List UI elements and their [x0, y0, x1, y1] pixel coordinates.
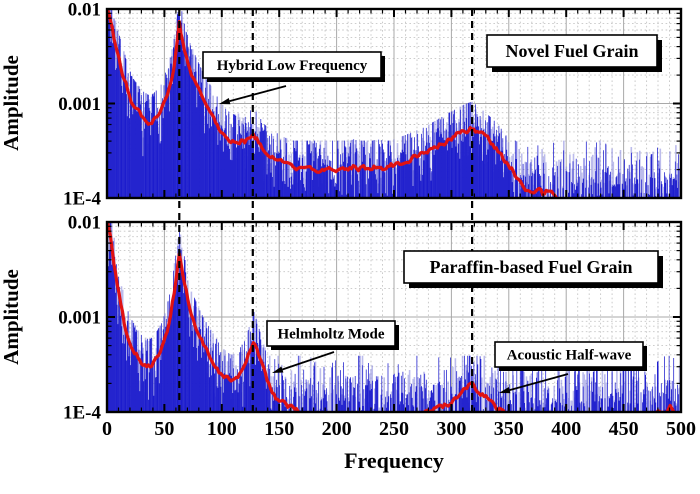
y-tick-label: 0.01 — [68, 0, 101, 21]
acoustic-half-wave-text: Acoustic Half-wave — [507, 348, 632, 364]
y-tick-label: 0.01 — [68, 213, 101, 234]
mode-frequency-dashed-lines — [178, 9, 474, 414]
x-tick-label: 100 — [207, 418, 237, 440]
paraffin-fuel-grain-text: Paraffin-based Fuel Grain — [430, 257, 633, 277]
novel-fuel-grain-text: Novel Fuel Grain — [506, 41, 639, 61]
tick-labels: 0 50 100 150 200 250 300 350 400 450 500 0.01 0.001 1… — [58, 0, 696, 440]
y-tick-label: 1E-4 — [63, 403, 102, 424]
y-axis-title-top: Amplitude — [0, 55, 23, 151]
novel-fuel-grain-label: Novel Fuel Grain — [486, 34, 662, 72]
x-tick-label: 250 — [379, 418, 409, 440]
y-axis-title-bottom: Amplitude — [0, 269, 23, 365]
x-tick-label: 200 — [322, 418, 352, 440]
helmholtz-mode-text: Helmholtz Mode — [277, 327, 384, 343]
x-tick-label: 0 — [102, 418, 112, 440]
hybrid-low-frequency-text: Hybrid Low Frequency — [217, 58, 368, 74]
x-tick-label: 150 — [264, 418, 294, 440]
acoustic-half-wave-arrow — [499, 373, 569, 394]
x-tick-label: 450 — [609, 418, 639, 440]
top-panel-series — [107, 9, 681, 198]
top-panel-frame — [105, 7, 683, 200]
x-tick-label: 300 — [436, 418, 466, 440]
paraffin-fuel-grain-label: Paraffin-based Fuel Grain — [403, 250, 663, 288]
x-axis-title: Frequency — [344, 448, 444, 473]
y-tick-label: 0.001 — [58, 308, 101, 329]
helmholtz-mode-arrow — [272, 351, 335, 373]
hybrid-low-frequency-label: Hybrid Low Frequency — [202, 51, 385, 82]
bottom-panel-series — [107, 222, 681, 412]
x-tick-label: 350 — [494, 418, 524, 440]
x-tick-label: 400 — [551, 418, 581, 440]
x-tick-label: 50 — [154, 418, 174, 440]
y-tick-label: 1E-4 — [63, 189, 102, 210]
hybrid-low-frequency-arrow — [219, 85, 287, 105]
acoustic-half-wave-label: Acoustic Half-wave — [494, 341, 647, 371]
bottom-panel-frame — [105, 220, 683, 414]
y-tick-label: 0.001 — [58, 94, 101, 115]
helmholtz-mode-label: Helmholtz Mode — [266, 320, 399, 350]
x-tick-label: 500 — [666, 418, 696, 440]
